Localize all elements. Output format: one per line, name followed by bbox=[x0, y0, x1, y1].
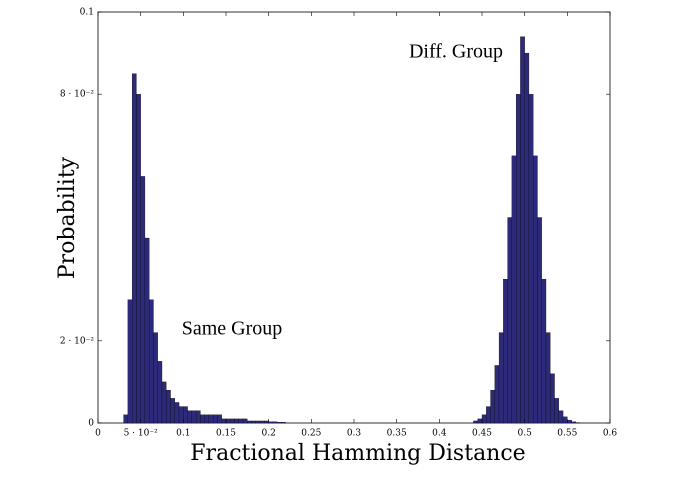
bar bbox=[537, 217, 542, 424]
bar bbox=[541, 278, 547, 424]
bar bbox=[515, 94, 521, 424]
bar bbox=[567, 419, 572, 424]
bar bbox=[144, 237, 150, 424]
bar bbox=[558, 410, 564, 424]
bar bbox=[166, 389, 171, 424]
x-axis-label: Fractional Hamming Distance bbox=[190, 441, 525, 466]
x-tick-label: 0.1 bbox=[176, 429, 190, 439]
y-tick-label: 0 bbox=[88, 419, 94, 429]
bar bbox=[208, 414, 214, 424]
bar bbox=[191, 410, 197, 424]
bar bbox=[571, 421, 577, 424]
bar bbox=[187, 410, 193, 424]
bar bbox=[247, 420, 252, 424]
annotation: Same Group bbox=[182, 318, 283, 340]
bar bbox=[204, 414, 210, 424]
bar bbox=[550, 373, 555, 424]
bar bbox=[520, 36, 525, 424]
y-axis-label: Probability bbox=[55, 156, 80, 279]
x-tick-label: 0.5 bbox=[518, 429, 533, 439]
x-tick-label: 0.2 bbox=[262, 429, 276, 439]
bar bbox=[195, 410, 201, 424]
bar bbox=[490, 389, 495, 424]
bar bbox=[170, 398, 175, 424]
bar bbox=[161, 381, 167, 424]
bar bbox=[234, 418, 239, 424]
bar bbox=[477, 418, 483, 424]
bar bbox=[528, 94, 534, 424]
bar bbox=[178, 406, 184, 424]
bar bbox=[511, 155, 517, 424]
bar bbox=[255, 420, 261, 424]
y-tick-label: 2 · 10⁻² bbox=[60, 336, 95, 346]
x-tick-label: 0.6 bbox=[603, 429, 618, 439]
bar bbox=[127, 299, 133, 424]
bar bbox=[562, 416, 568, 424]
x-tick-label: 0.55 bbox=[557, 429, 577, 439]
bar bbox=[153, 332, 158, 424]
y-tick-label: 0.1 bbox=[80, 8, 94, 18]
bar bbox=[174, 402, 180, 424]
bar bbox=[473, 420, 478, 424]
x-tick-label: 0.15 bbox=[216, 429, 236, 439]
bar bbox=[225, 418, 231, 424]
x-tick-label: 0.4 bbox=[432, 429, 447, 439]
bar bbox=[494, 365, 500, 424]
bar bbox=[149, 299, 154, 424]
y-tick-label: 8 · 10⁻² bbox=[60, 90, 95, 100]
x-tick-label: 0.25 bbox=[301, 429, 321, 439]
annotation: Diff. Group bbox=[409, 41, 503, 63]
bar bbox=[140, 176, 146, 424]
bar bbox=[481, 414, 487, 424]
bar bbox=[277, 422, 282, 424]
bar bbox=[230, 418, 235, 424]
x-tick-label: 0.3 bbox=[347, 429, 362, 439]
bar bbox=[221, 418, 227, 424]
bar bbox=[238, 418, 244, 424]
bar bbox=[213, 414, 218, 424]
bar bbox=[545, 332, 551, 424]
x-tick-label: 0.45 bbox=[472, 429, 492, 439]
bar bbox=[157, 361, 163, 424]
x-tick-label: 0 bbox=[95, 429, 101, 439]
bar bbox=[251, 420, 257, 424]
bar bbox=[242, 418, 248, 424]
bar bbox=[136, 94, 141, 424]
bar bbox=[123, 414, 129, 424]
bar bbox=[268, 421, 274, 424]
bar bbox=[503, 278, 508, 424]
bar bbox=[498, 332, 504, 424]
bar bbox=[524, 52, 530, 424]
bar bbox=[183, 406, 188, 424]
bar bbox=[533, 155, 538, 424]
x-tick-label: 0.35 bbox=[387, 429, 407, 439]
x-tick-label: 5 · 10⁻² bbox=[124, 429, 159, 439]
bar bbox=[507, 217, 513, 424]
bar bbox=[554, 398, 559, 424]
bar bbox=[272, 421, 278, 424]
bar bbox=[486, 406, 491, 424]
bar bbox=[131, 73, 137, 424]
bar bbox=[200, 414, 205, 424]
bar bbox=[259, 420, 265, 424]
bar bbox=[217, 414, 222, 424]
bar bbox=[264, 420, 269, 424]
bar bbox=[281, 422, 286, 424]
